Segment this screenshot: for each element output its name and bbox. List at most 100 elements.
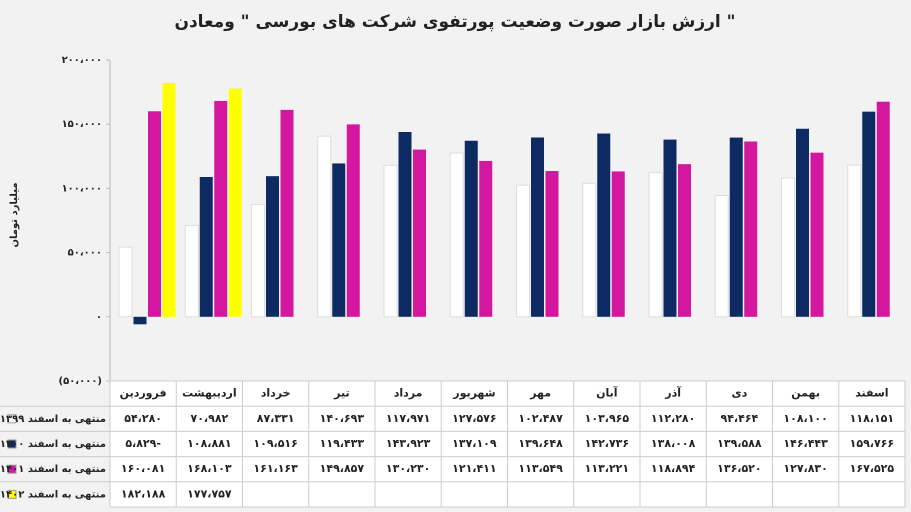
bar — [810, 152, 824, 317]
data-label: ۱۰۳،۹۶۵ — [585, 412, 630, 425]
data-label: ۱۵۹،۷۶۶ — [850, 437, 894, 450]
data-label: ۱۴۳،۹۲۳ — [386, 437, 431, 450]
data-label: ۷۰،۹۸۲ — [191, 412, 229, 425]
data-label: ۱۱۹،۴۳۳ — [320, 437, 365, 450]
bar — [781, 177, 795, 318]
x-tick-label: تیر — [333, 387, 349, 400]
bar — [266, 176, 279, 317]
bar — [133, 316, 147, 325]
bar — [214, 100, 228, 317]
data-label: ۱۱۲،۲۸۰ — [651, 412, 695, 425]
y-tick-label: ۲۰۰،۰۰۰ — [62, 55, 102, 66]
bar — [383, 164, 398, 318]
y-axis-label: میلیارد تومان — [9, 182, 20, 247]
data-label: ۱۳۹،۵۸۸ — [717, 437, 762, 450]
bar — [199, 176, 213, 317]
x-tick-label: آبان — [596, 386, 618, 400]
data-label: ۸۷،۳۳۱ — [257, 412, 295, 425]
bar — [332, 163, 346, 317]
bar — [531, 137, 544, 317]
bar — [162, 82, 176, 317]
data-label: ۱۶۸،۱۰۳ — [187, 462, 232, 475]
data-label: ۱۶۷،۵۲۵ — [850, 462, 895, 475]
data-label: ۱۰۸،۱۰۰ — [783, 412, 827, 425]
x-tick-label: خرداد — [261, 387, 291, 400]
y-tick-label: (۵۰،۰۰۰) — [59, 376, 102, 387]
bar — [184, 225, 199, 318]
data-label: ۱۳۸،۰۰۸ — [651, 437, 696, 450]
bar — [398, 132, 412, 317]
bar — [729, 137, 743, 317]
y-tick-label: ۵۰،۰۰۰ — [68, 248, 102, 259]
bar — [449, 152, 464, 318]
bar — [582, 182, 597, 318]
bar — [744, 141, 758, 317]
data-label: ۱۴۰،۶۹۳ — [320, 412, 365, 425]
x-tick-label: اردیبهشت — [182, 387, 236, 400]
bar — [464, 140, 478, 317]
data-label: ۵۴،۲۸۰ — [124, 412, 162, 425]
legend-label: منتهی به اسفند ۱۳۹۹ — [0, 414, 106, 425]
legend-label: منتهی به اسفند ۱۴۰۱ — [0, 464, 106, 475]
bar — [545, 171, 559, 317]
bar — [678, 164, 691, 317]
data-label: ۱۲۷،۵۷۶ — [452, 412, 496, 425]
x-tick-label: اسفند — [855, 387, 888, 400]
bar — [516, 184, 530, 318]
data-label: ۱۸۲،۱۸۸ — [121, 487, 166, 500]
y-tick-label: ۰ — [96, 312, 102, 323]
bar — [251, 204, 265, 318]
data-label: ۱۳۷،۱۰۹ — [452, 437, 497, 450]
data-label: ۱۱۷،۹۷۱ — [386, 412, 430, 425]
data-label: ۱۶۱،۱۶۳ — [253, 462, 298, 475]
data-label: ۱۱۳،۲۲۱ — [585, 462, 629, 475]
legend-swatch — [7, 414, 17, 424]
bar — [228, 88, 242, 317]
bar — [714, 195, 729, 318]
x-tick-label: مرداد — [394, 387, 423, 400]
legend-label: منتهی به اسفند ۱۴۰۲ — [0, 489, 106, 500]
legend-swatch — [7, 489, 17, 499]
data-label: ۱۳۶،۵۲۰ — [717, 462, 761, 475]
data-label: ۱۲۱،۴۱۱ — [452, 462, 496, 475]
data-label: ۵،۸۲۹- — [125, 437, 161, 450]
data-label: ۱۴۲،۷۳۶ — [585, 437, 629, 450]
bar — [280, 109, 294, 317]
data-label: ۹۴،۴۶۴ — [721, 412, 759, 425]
data-label: ۱۳۰،۲۳۰ — [386, 462, 430, 475]
legend-label: منتهی به اسفند ۱۴۰۰ — [0, 439, 106, 450]
data-label: ۱۴۶،۴۴۳ — [783, 437, 828, 450]
bar — [346, 124, 360, 317]
data-label: ۱۰۲،۴۸۷ — [518, 412, 563, 425]
legend-swatch — [7, 464, 17, 474]
x-tick-label: بهمن — [791, 387, 820, 400]
data-label: ۱۷۷،۷۵۷ — [187, 487, 232, 500]
x-tick-label: شهریور — [452, 387, 495, 400]
data-label: ۱۱۸،۱۵۱ — [850, 412, 894, 425]
bar — [118, 246, 133, 318]
legend-swatch — [7, 439, 17, 449]
bar — [663, 139, 677, 317]
bar — [148, 111, 161, 317]
bar — [611, 171, 625, 317]
bar — [796, 128, 809, 317]
data-label: ۱۱۸،۸۹۴ — [651, 462, 696, 475]
bar — [479, 160, 493, 317]
y-tick-label: ۱۵۰،۰۰۰ — [62, 119, 102, 130]
bar — [876, 101, 890, 317]
data-label: ۱۳۹،۶۴۸ — [518, 437, 563, 450]
bar — [317, 135, 332, 318]
x-tick-label: فروردین — [120, 387, 167, 400]
data-label: ۱۰۸،۸۸۱ — [187, 437, 231, 450]
bar — [847, 164, 862, 318]
x-tick-label: آذر — [664, 386, 681, 400]
bar — [597, 133, 611, 317]
x-tick-label: دی — [732, 387, 748, 400]
data-label: ۱۲۷،۸۳۰ — [783, 462, 827, 475]
x-tick-label: مهر — [529, 387, 551, 400]
bar — [862, 111, 876, 317]
bar — [648, 172, 663, 318]
data-label: ۱۰۹،۵۱۶ — [253, 437, 297, 450]
